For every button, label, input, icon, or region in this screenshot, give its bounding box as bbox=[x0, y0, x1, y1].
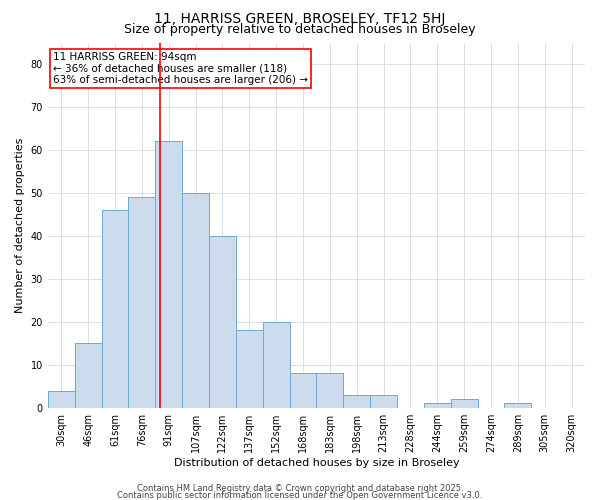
Text: 11, HARRISS GREEN, BROSELEY, TF12 5HJ: 11, HARRISS GREEN, BROSELEY, TF12 5HJ bbox=[154, 12, 446, 26]
Bar bbox=[155, 142, 182, 408]
Text: Size of property relative to detached houses in Broseley: Size of property relative to detached ho… bbox=[124, 22, 476, 36]
Bar bbox=[74, 344, 101, 407]
Bar bbox=[263, 322, 290, 408]
Bar bbox=[128, 197, 155, 408]
Bar bbox=[209, 236, 236, 408]
Bar bbox=[101, 210, 128, 408]
Bar bbox=[182, 193, 209, 408]
X-axis label: Distribution of detached houses by size in Broseley: Distribution of detached houses by size … bbox=[173, 458, 459, 468]
Bar bbox=[505, 404, 531, 407]
Bar bbox=[290, 374, 316, 408]
Bar bbox=[343, 395, 370, 407]
Bar bbox=[451, 399, 478, 407]
Text: 11 HARRISS GREEN: 94sqm
← 36% of detached houses are smaller (118)
63% of semi-d: 11 HARRISS GREEN: 94sqm ← 36% of detache… bbox=[53, 52, 308, 85]
Bar bbox=[236, 330, 263, 407]
Text: Contains public sector information licensed under the Open Government Licence v3: Contains public sector information licen… bbox=[118, 490, 482, 500]
Y-axis label: Number of detached properties: Number of detached properties bbox=[15, 138, 25, 313]
Bar bbox=[316, 374, 343, 408]
Bar bbox=[48, 390, 74, 407]
Bar bbox=[424, 404, 451, 407]
Text: Contains HM Land Registry data © Crown copyright and database right 2025.: Contains HM Land Registry data © Crown c… bbox=[137, 484, 463, 493]
Bar bbox=[370, 395, 397, 407]
